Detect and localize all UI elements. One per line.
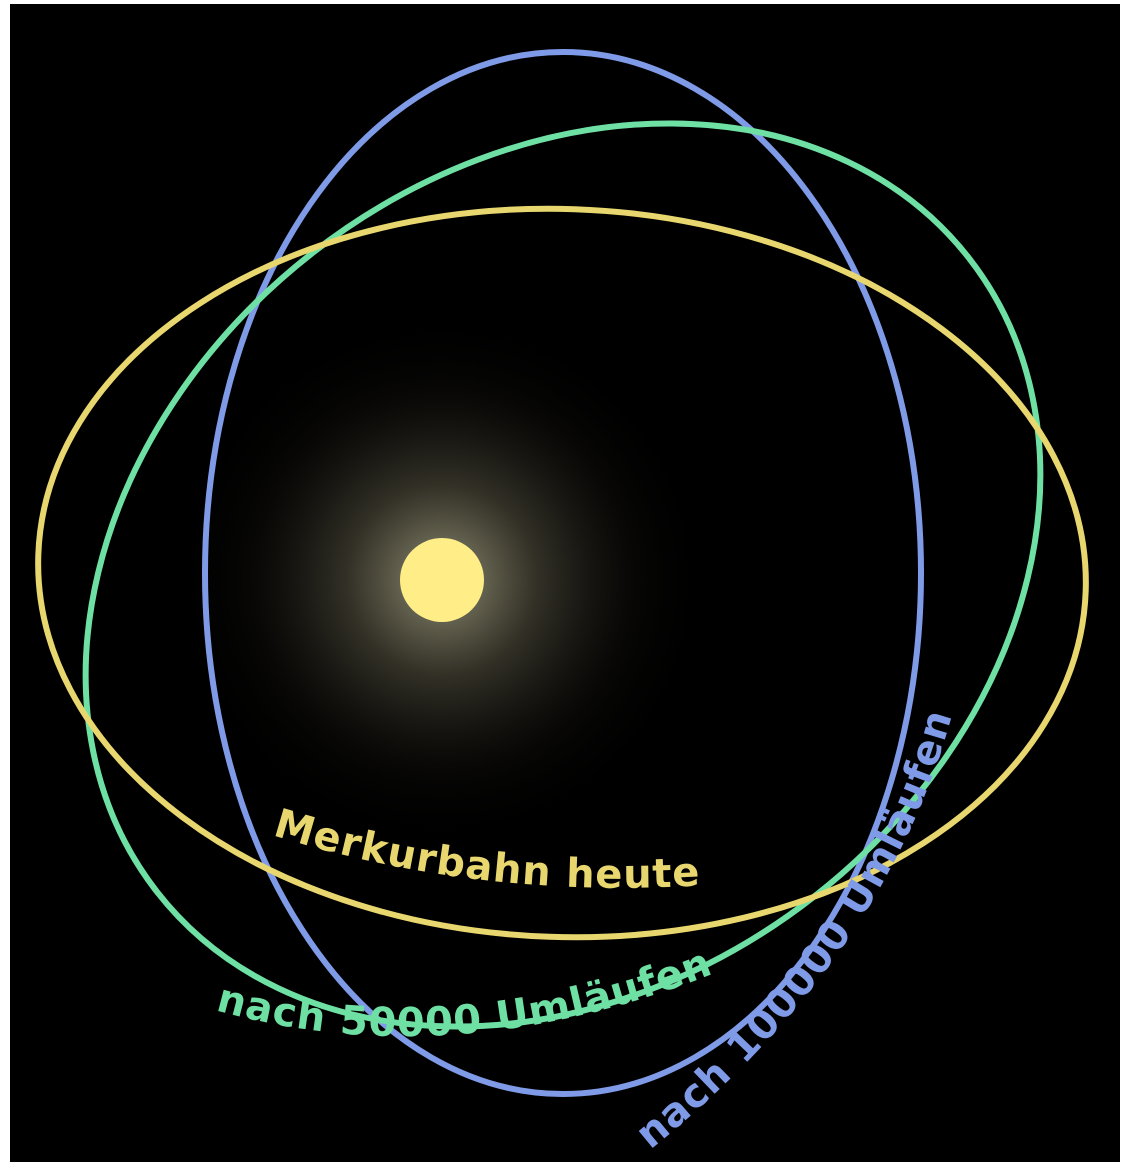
orbit-today: [35, 205, 1089, 941]
orbit-after-100000: [202, 49, 924, 1097]
sun: [400, 538, 484, 622]
